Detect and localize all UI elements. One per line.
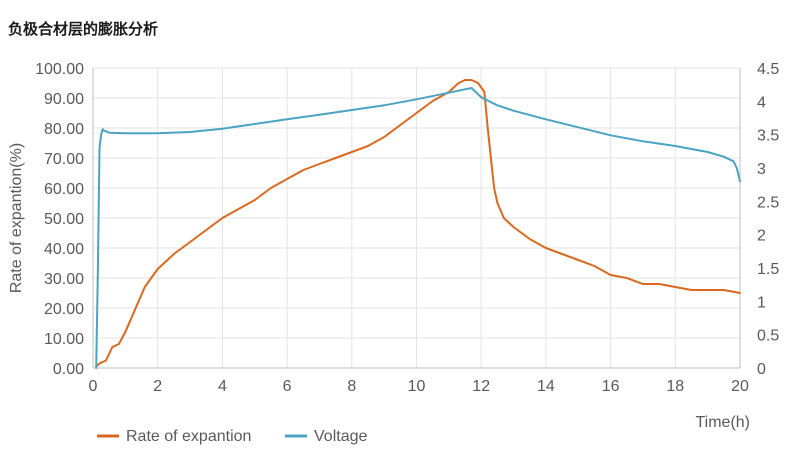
y-tick-label: 10.00: [44, 331, 84, 348]
x-tick-label: 14: [537, 378, 555, 395]
y-tick-label: 30.00: [44, 271, 84, 288]
y-tick-label: 90.00: [44, 91, 84, 108]
series-lines: [95, 79, 741, 369]
x-tick-label: 12: [472, 378, 490, 395]
rate-of-expantion-line: [95, 79, 741, 368]
x-axis-title: Time(h): [695, 414, 750, 431]
x-tick-label: 8: [347, 378, 356, 395]
x-tick-label: 18: [666, 378, 684, 395]
voltage-line: [95, 87, 741, 369]
y-tick-label: 70.00: [44, 151, 84, 168]
y-tick-label: 80.00: [44, 121, 84, 138]
y-tick-label: 50.00: [44, 211, 84, 228]
y2-tick-label: 1: [757, 294, 766, 311]
legend-label-rate-of-expantion: Rate of expantion: [126, 428, 251, 445]
y2-tick-label: 3.5: [757, 128, 779, 145]
y-tick-label: 40.00: [44, 241, 84, 258]
legend-label-voltage: Voltage: [314, 428, 367, 445]
y-tick-label: 60.00: [44, 181, 84, 198]
legend: Rate of expantion Voltage: [97, 428, 367, 445]
y-tick-label: 20.00: [44, 301, 84, 318]
x-tick-label: 20: [731, 378, 749, 395]
chart-title: 负极合材层的膨胀分析: [8, 20, 159, 38]
y2-tick-label: 3: [757, 161, 766, 178]
x-tick-label: 4: [218, 378, 227, 395]
x-tick-label: 6: [283, 378, 292, 395]
x-tick-label: 0: [89, 378, 98, 395]
y-tick-label: 100.00: [35, 61, 84, 78]
x-tick-label: 16: [602, 378, 620, 395]
y2-tick-label: 2.5: [757, 194, 779, 211]
y2-tick-label: 4: [757, 94, 766, 111]
axes: [92, 68, 741, 369]
grid: [93, 67, 741, 368]
y2-tick-label: 2: [757, 228, 766, 245]
x-tick-label: 10: [408, 378, 426, 395]
y2-tick-label: 4.5: [757, 61, 779, 78]
y-axis-title: Rate of expantion(%): [8, 143, 25, 293]
y2-tick-label: 0.5: [757, 328, 779, 345]
tick-labels: 0.00 10.00 20.00 30.00 40.00 50.00 60.00 70.00 8…: [35, 61, 779, 395]
y2-tick-label: 0: [757, 361, 766, 378]
x-tick-label: 2: [153, 378, 162, 395]
y-tick-label: 0.00: [53, 361, 84, 378]
y2-tick-label: 1.5: [757, 261, 779, 278]
